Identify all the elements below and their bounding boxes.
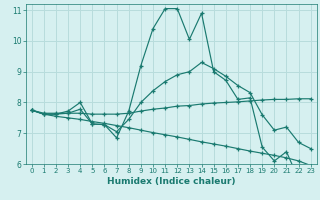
X-axis label: Humidex (Indice chaleur): Humidex (Indice chaleur) (107, 177, 236, 186)
